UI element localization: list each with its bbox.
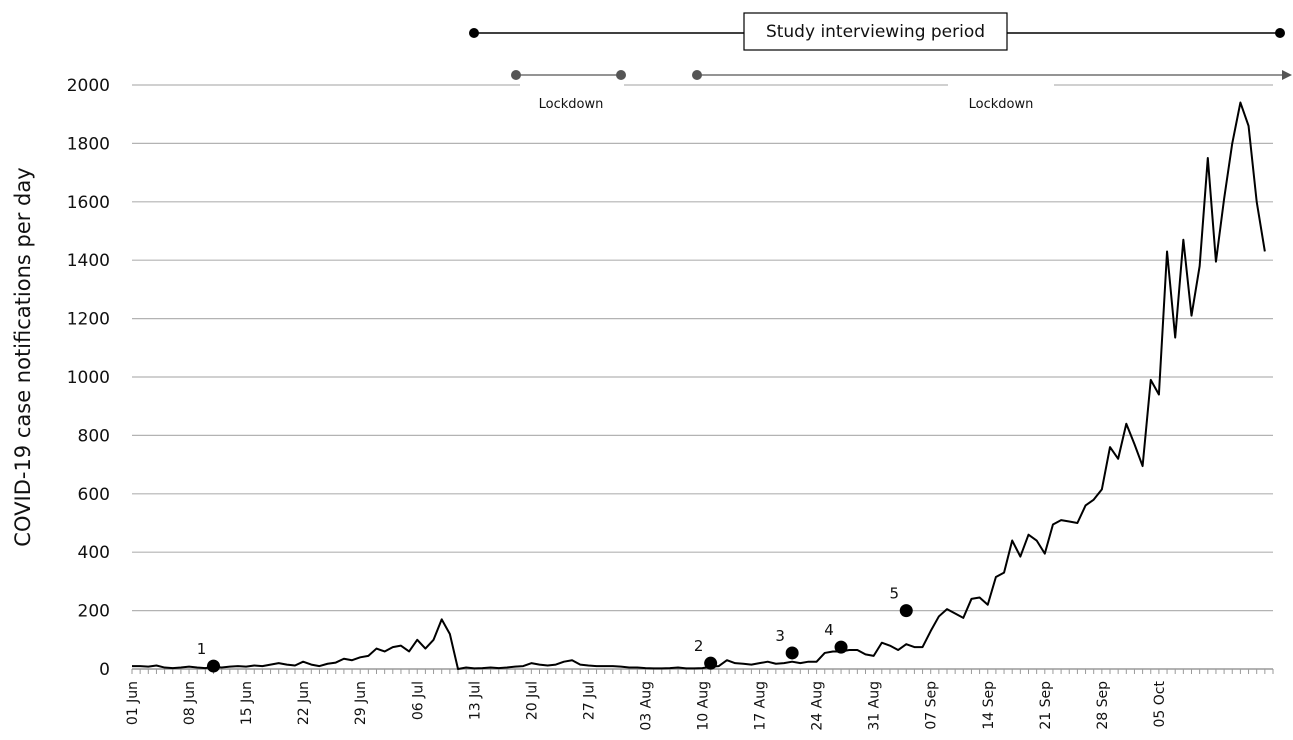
y-tick-label: 400 [78,543,110,563]
x-tick-label: 29 Jun [353,681,369,725]
x-tick-label: 15 Jun [239,681,255,725]
event-marker-4 [834,640,848,654]
x-tick-label: 05 Oct [1152,681,1168,728]
y-tick-label: 1200 [67,310,110,330]
x-tick-label: 17 Aug [753,681,769,731]
period-annotations: Study interviewing period Lockdown Lockdow… [469,12,1292,112]
x-tick-label: 08 Jun [182,681,198,725]
y-tick-label: 1600 [67,193,110,213]
x-tick-label: 31 Aug [867,681,883,731]
event-marker-1 [207,659,220,673]
y-tick-label: 600 [78,485,110,505]
x-tick-label: 10 Aug [696,681,712,731]
y-tick-label: 200 [78,602,110,622]
series-line-path [132,101,1266,670]
x-tick-label: 21 Sep [1038,681,1054,730]
event-marker-2 [704,656,718,670]
x-tick-label: 24 Aug [810,681,826,731]
x-tick-label: 13 Jul [467,681,483,720]
event-marker-3 [785,646,799,660]
y-tick-label: 800 [78,426,110,446]
study-period-end-dot [1275,28,1285,38]
x-tick-label: 20 Jul [524,681,540,720]
event-marker-label: 5 [889,585,899,603]
lockdown-2-arrowhead [1282,70,1292,80]
study-period-start-dot [469,28,479,38]
x-tick-label: 14 Sep [981,681,997,730]
y-tick-label: 0 [99,660,110,680]
lockdown-2-gap [948,80,1054,90]
event-marker-label: 2 [694,637,704,655]
lockdown-1-label: Lockdown [539,97,604,112]
y-tick-label: 1800 [67,134,110,154]
lockdown-2-start-dot [692,70,702,80]
y-axis-label: COVID-19 case notifications per day [11,167,35,546]
lockdown-1-end-dot [616,70,626,80]
lockdown-1-gap [520,80,624,90]
event-marker-label: 4 [824,621,834,639]
axes: 0 200 400 600 800 1000 1200 1400 1600 1800 2000 01 … [67,76,1274,731]
x-tick-label: 07 Sep [924,681,940,730]
x-tick-label: 06 Jul [410,681,426,720]
series-line [132,101,1266,670]
study-period-label: Study interviewing period [766,22,985,42]
gridlines [132,84,1273,612]
x-tick-label: 22 Jun [296,681,312,725]
y-tick-label: 1000 [67,368,110,388]
x-tick-label: 03 Aug [638,681,654,731]
event-marker-label: 3 [775,627,785,645]
lockdown-2-label: Lockdown [969,97,1034,112]
x-tick-label: 27 Jul [581,681,597,720]
lockdown-1-start-dot [511,70,521,80]
study-period-box [743,12,1008,51]
event-markers: 1 2 3 4 5 [197,585,913,673]
x-tick-label: 28 Sep [1095,681,1111,730]
event-marker-5 [899,604,913,618]
x-tick-label: 01 Jun [125,681,141,725]
y-tick-label: 2000 [67,76,110,96]
event-marker-label: 1 [197,640,207,658]
y-tick-label: 1400 [67,251,110,271]
